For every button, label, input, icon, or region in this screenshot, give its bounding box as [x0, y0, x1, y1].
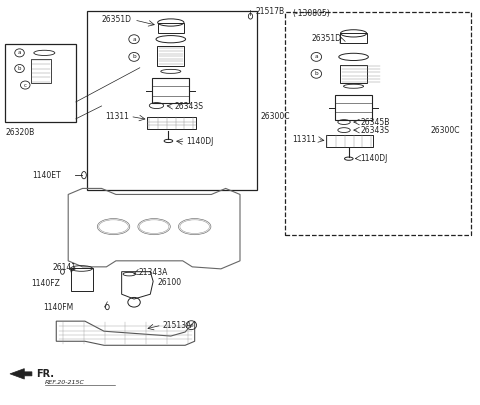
Text: 26141: 26141 [53, 263, 77, 272]
Text: 26343S: 26343S [360, 126, 389, 134]
Text: 1140ET: 1140ET [33, 171, 61, 180]
Text: 11311: 11311 [106, 112, 129, 121]
Bar [335, 95, 372, 120]
Text: b: b [132, 54, 136, 60]
Text: 11311: 11311 [292, 135, 316, 144]
Bar [71, 269, 93, 291]
Text: 26345B: 26345B [360, 117, 390, 126]
Bar [157, 47, 184, 66]
Text: 26300C: 26300C [260, 112, 289, 121]
Text: 26351D: 26351D [102, 15, 132, 24]
Text: 26320B: 26320B [5, 128, 35, 136]
Text: b: b [18, 66, 21, 71]
Text: 26343S: 26343S [174, 102, 203, 111]
Text: 1140DJ: 1140DJ [187, 137, 214, 146]
Text: 1140DJ: 1140DJ [360, 154, 388, 163]
Text: b: b [314, 71, 318, 76]
Bar [157, 23, 184, 32]
Text: 21343A: 21343A [139, 268, 168, 277]
Text: FR.: FR. [36, 369, 54, 379]
Text: 26100: 26100 [158, 279, 182, 288]
Text: 21517B: 21517B [255, 7, 284, 16]
Text: (-130805): (-130805) [292, 9, 330, 18]
Bar [152, 78, 190, 103]
Bar [340, 65, 367, 83]
Text: a: a [18, 50, 21, 55]
Text: 26300C: 26300C [430, 126, 459, 134]
Text: c: c [24, 83, 27, 87]
Polygon shape [10, 369, 32, 379]
Text: e: e [190, 323, 193, 328]
Text: a: a [314, 54, 318, 60]
Bar [31, 58, 51, 83]
Text: 1140FM: 1140FM [43, 303, 73, 311]
Text: 26351D: 26351D [312, 34, 342, 43]
Bar [5, 44, 76, 122]
Text: a: a [132, 37, 136, 42]
Bar [87, 11, 257, 190]
Bar [340, 33, 367, 43]
Bar [285, 12, 471, 235]
Text: REF.20-215C: REF.20-215C [45, 380, 85, 385]
Text: 1140FZ: 1140FZ [31, 279, 60, 288]
Text: 21513A: 21513A [163, 321, 192, 330]
